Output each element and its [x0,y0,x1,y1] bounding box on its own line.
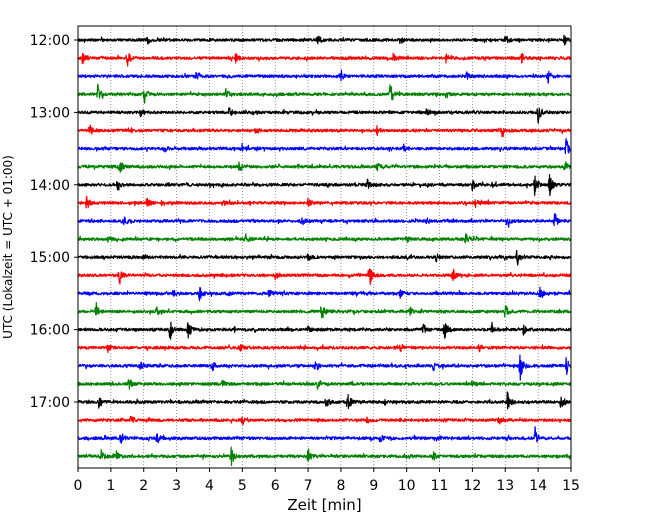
trace-1630 [77,354,572,381]
x-tick-label-3: 3 [172,478,181,494]
trace-1700 [77,391,572,410]
x-tick-label-12: 12 [463,478,481,494]
x-tick-label-8: 8 [336,478,345,494]
seismogram-traces [77,34,572,467]
x-tick-label-4: 4 [205,478,214,494]
trace-1545 [77,301,572,319]
x-tick-label-10: 10 [398,478,416,494]
trace-1515 [77,268,572,286]
trace-1645 [77,379,572,390]
y-tick-label-1: 13:00 [30,105,70,121]
x-tick-label-11: 11 [431,478,449,494]
trace-1330 [77,138,572,155]
trace-1245 [77,83,572,104]
trace-1530 [77,286,572,302]
trace-1400 [77,173,572,197]
plot-frame [77,25,572,469]
x-tick-label-0: 0 [74,478,83,494]
trace-1300 [77,107,572,124]
x-tick-label-15: 15 [562,478,580,494]
trace-1600 [77,321,572,340]
y-tick-label-4: 16:00 [30,323,70,339]
trace-1745 [77,446,572,467]
x-tick-label-9: 9 [369,478,378,494]
y-tick-label-5: 17:00 [30,395,70,411]
trace-1315 [77,124,572,138]
x-tick-label-14: 14 [529,478,547,494]
y-axis-ticks: 12:00 13:00 14:00 15:00 16:00 17:00 [30,33,78,411]
x-axis-label: Zeit [min] [287,496,361,514]
y-tick-label-0: 12:00 [30,33,70,49]
trace-1345 [77,161,572,173]
trace-1730 [77,426,572,444]
trace-1215 [77,52,572,67]
x-tick-label-2: 2 [139,478,148,494]
x-tick-label-13: 13 [496,478,514,494]
x-axis-ticks: 0 1 2 3 4 5 6 7 8 9 10 11 12 13 14 15 [74,468,580,494]
y-tick-label-3: 15:00 [30,250,70,266]
trace-1500 [77,249,572,266]
x-tick-label-1: 1 [106,478,115,494]
trace-1445 [77,233,572,244]
trace-1715 [77,415,572,426]
y-axis-label: UTC (Lokalzeit = UTC + 01:00) [1,155,15,339]
trace-1200 [77,34,572,46]
x-tick-label-6: 6 [271,478,280,494]
x-tick-label-7: 7 [304,478,313,494]
trace-1415 [77,195,572,209]
trace-1430 [77,213,572,228]
y-tick-label-2: 14:00 [30,178,70,194]
x-tick-label-5: 5 [238,478,247,494]
trace-1230 [77,69,572,84]
trace-1615 [77,343,572,354]
